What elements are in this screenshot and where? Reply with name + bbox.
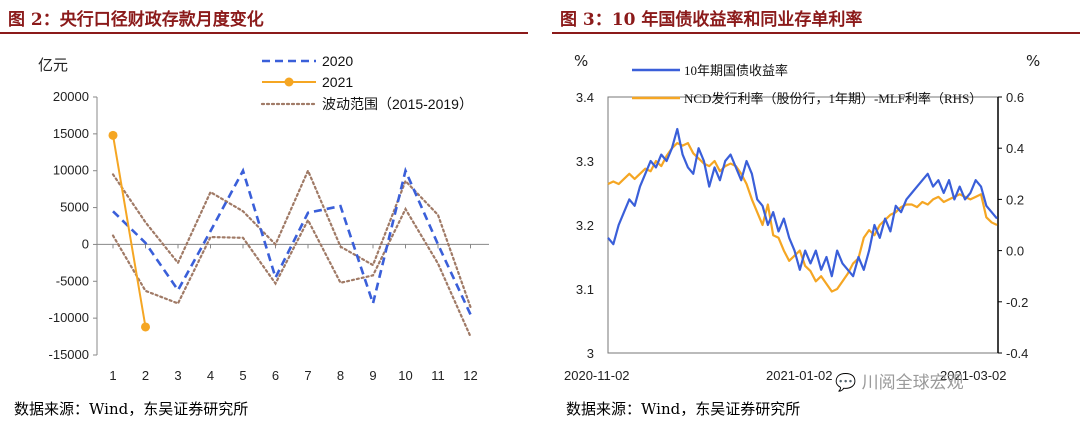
right-y-right-tick-label: -0.2 (1006, 295, 1028, 310)
chat-bubble-icon: 💬 (835, 373, 857, 393)
left-x-tick-label: 8 (337, 368, 344, 383)
watermark: 💬 川阅全球宏观 (835, 368, 964, 393)
left-y-tick-label: 15000 (53, 126, 89, 141)
right-y-right-tick-label: 0.0 (1006, 244, 1024, 259)
left-y-tick-label: -10000 (49, 310, 89, 325)
right-legend-10y-label: 10年期国债收益率 (684, 63, 788, 78)
left-legend-2020-label: 2020 (322, 53, 353, 69)
right-legend-ncd-label: NCD发行利率（股份行，1年期）-MLF利率（RHS） (684, 91, 982, 106)
left-y-unit: 亿元 (38, 56, 68, 74)
right-title-bar: 图 3：10 年国债收益率和同业存单利率 (552, 0, 1080, 34)
right-y-right-tick-label: 0.2 (1006, 192, 1024, 207)
left-x-tick-label: 9 (369, 368, 376, 383)
left-series-range-line (111, 206, 472, 338)
left-y-tick-label: 0 (82, 236, 89, 251)
watermark-text: 川阅全球宏观 (861, 373, 964, 393)
left-x-tick-label: 10 (398, 368, 412, 383)
left-y-tick-label: -5000 (56, 273, 89, 288)
left-x-tick-label: 1 (109, 368, 116, 383)
right-y-left-unit: % (574, 52, 588, 70)
left-x-tick-label: 3 (174, 368, 181, 383)
left-legend-2021-label: 2021 (322, 74, 353, 90)
left-x-tick-label: 7 (304, 368, 311, 383)
left-x-tick-label: 5 (239, 368, 246, 383)
left-x-tick-label: 11 (431, 368, 445, 383)
right-y-left-tick-label: 3.1 (576, 282, 594, 297)
right-series-ncd-line (607, 141, 998, 293)
left-series-2021-point (141, 322, 150, 332)
right-y-right-tick-label: 0.6 (1006, 90, 1024, 105)
left-chart-panel: 图 2：央行口径财政存款月度变化 亿元 20000 15000 10000 5000 0 -… (0, 0, 528, 430)
left-title-bar: 图 2：央行口径财政存款月度变化 (0, 0, 528, 34)
left-series-2020-line (112, 166, 472, 316)
left-chart-title: 图 2：央行口径财政存款月度变化 (8, 10, 264, 30)
right-series-10y-line (607, 127, 998, 278)
right-plot-frame (607, 96, 999, 354)
left-legend-range-label: 波动范围（2015-2019） (322, 96, 473, 112)
right-y-left-tick-label: 3.3 (576, 154, 594, 169)
left-y-tick-label: 5000 (60, 200, 89, 215)
right-y-right-tick-label: 0.4 (1006, 141, 1024, 156)
left-x-tick-label: 2 (142, 368, 149, 383)
left-x-tick-label: 12 (463, 368, 477, 383)
right-chart-title: 图 3：10 年国债收益率和同业存单利率 (560, 10, 863, 30)
left-series-2021-line (112, 135, 147, 328)
left-y-tick-label: -15000 (49, 347, 89, 362)
left-x-tick-label: 4 (207, 368, 214, 383)
left-legend-2021-marker (284, 77, 294, 87)
right-source-note: 数据来源：Wind，东吴证券研究所 (566, 400, 801, 418)
right-chart: % % 3.4 3.3 3.2 3.1 3 0.6 0.4 0.2 0.0 -0.2 -0.4 2020-… (564, 52, 1040, 383)
right-x-tick-label: 2020-11-02 (564, 368, 630, 383)
left-series-range-line (111, 167, 472, 309)
left-y-tick-label: 10000 (53, 163, 89, 178)
right-y-right-unit: % (1026, 52, 1040, 70)
left-y-tick-label: 20000 (53, 89, 89, 104)
right-y-right-tick-label: -0.4 (1006, 346, 1028, 361)
right-x-tick-label: 2021-03-02 (940, 368, 1007, 383)
left-chart: 亿元 20000 15000 10000 5000 0 -5000 -10000 -15000 1… (38, 53, 489, 383)
right-y-left-tick-label: 3 (587, 346, 594, 361)
left-x-tick-label: 6 (272, 368, 279, 383)
left-series-2021-point (108, 130, 118, 140)
right-chart-panel: 图 3：10 年国债收益率和同业存单利率 %% 3.4 3.3 3.2 3.1 3 0.6 0… (552, 0, 1080, 430)
right-x-tick-label: 2021-01-02 (766, 368, 833, 383)
left-source-note: 数据来源：Wind，东吴证券研究所 (14, 400, 249, 418)
right-y-left-tick-label: 3.2 (576, 218, 594, 233)
right-y-left-tick-label: 3.4 (576, 90, 594, 105)
